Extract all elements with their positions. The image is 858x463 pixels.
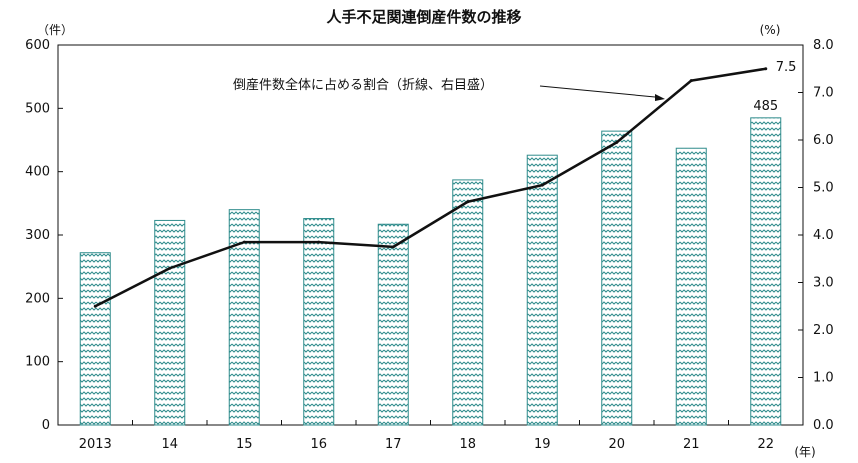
x-tick-label: 15 [236, 437, 253, 452]
bar-16 [303, 218, 335, 426]
x-tick-label: 17 [385, 437, 402, 452]
x-tick-label: 20 [608, 437, 625, 452]
line-point-17 [391, 245, 395, 249]
x-tick-label: 16 [310, 437, 327, 452]
x-tick-label: 14 [161, 437, 178, 452]
right-tick-label: 2.0 [813, 323, 834, 338]
x-tick-label: 21 [683, 437, 700, 452]
line-annotation: 倒産件数全体に占める割合（折線、右目盛） [233, 77, 665, 101]
annotation-arrowhead [655, 94, 665, 101]
right-tick-label: 0.0 [813, 418, 834, 433]
left-axis-unit: （件） [37, 23, 73, 37]
right-tick-label: 5.0 [813, 181, 834, 196]
right-tick-label: 4.0 [813, 228, 834, 243]
right-tick-label: 8.0 [813, 38, 834, 53]
right-tick-label: 7.0 [813, 86, 834, 101]
line-data-label: 7.5 [776, 60, 797, 75]
line-point-20 [615, 140, 619, 144]
right-tick-label: 3.0 [813, 276, 834, 291]
left-tick-label: 100 [25, 355, 50, 370]
line-point-18 [466, 200, 470, 204]
x-tick-label: 19 [534, 437, 551, 452]
line-series [93, 67, 768, 308]
bar-22 [750, 117, 782, 426]
bar-20 [601, 130, 633, 426]
line-point-16 [317, 240, 321, 244]
left-tick-label: 500 [25, 101, 50, 116]
left-tick-label: 0 [42, 418, 50, 433]
bar-series [79, 117, 782, 426]
right-tick-label: 6.0 [813, 133, 834, 148]
axes: 0 100 200 300 400 500 600 0.0 1.0 2.0 3.0 4.0 5.0 6.0… [25, 38, 834, 452]
chart-title: 人手不足関連倒産件数の推移 [326, 8, 521, 26]
left-tick-label: 200 [25, 291, 50, 306]
x-tick-label: 22 [757, 437, 774, 452]
left-tick-label: 400 [25, 165, 50, 180]
bar-21 [675, 147, 707, 426]
left-tick-label: 300 [25, 228, 50, 243]
bar-18 [452, 179, 484, 426]
line-point-21 [689, 79, 693, 83]
bar-19 [526, 154, 558, 426]
bar-14 [154, 219, 186, 426]
share-line [94, 67, 766, 308]
bar-2013 [79, 252, 111, 426]
line-point-22 [764, 67, 768, 71]
line-point-15 [242, 240, 246, 244]
line-series-label: 倒産件数全体に占める割合（折線、右目盛） [233, 77, 493, 93]
x-tick-label: 18 [459, 437, 476, 452]
line-point-14 [168, 266, 172, 270]
line-point-19 [540, 183, 544, 187]
x-axis-unit: (年) [794, 445, 815, 459]
right-tick-label: 1.0 [813, 371, 834, 386]
bar-17 [377, 223, 409, 426]
left-tick-label: 600 [25, 38, 50, 53]
data-labels: 485 7.5 [753, 60, 796, 114]
x-tick-label: 2013 [79, 437, 112, 452]
bar-15 [228, 209, 260, 426]
line-point-2013 [93, 304, 97, 308]
right-axis-unit: (%) [760, 23, 781, 37]
annotation-leader [539, 85, 656, 98]
bar-data-label: 485 [753, 99, 778, 114]
